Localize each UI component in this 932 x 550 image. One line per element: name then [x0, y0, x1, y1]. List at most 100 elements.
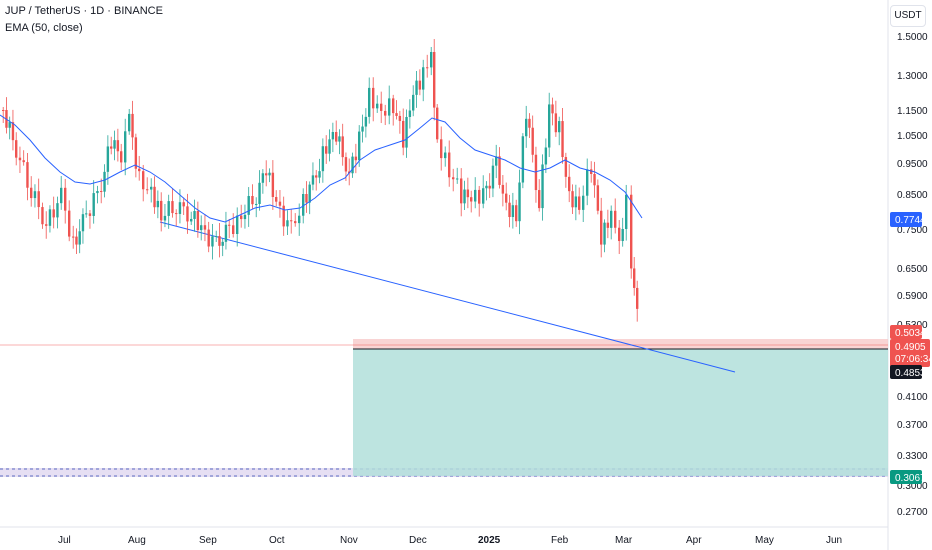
candle-body [376, 103, 379, 109]
candle-body [265, 173, 268, 176]
candle-body [305, 194, 308, 203]
time-tick: Aug [128, 535, 146, 546]
candle-body [124, 131, 127, 163]
candle-body [64, 187, 67, 211]
time-tick: Nov [340, 535, 358, 546]
ema-indicator-label[interactable]: EMA (50, close) [5, 22, 83, 34]
candle-body [474, 189, 477, 202]
symbol-title[interactable]: JUP / TetherUS · 1D · BINANCE [5, 5, 163, 17]
candle-body [618, 227, 621, 242]
candle-body [37, 191, 40, 208]
candle-body [45, 224, 48, 226]
candle-body [251, 196, 254, 205]
candle-body [232, 225, 235, 234]
candle-body [182, 202, 185, 207]
candle-body [190, 218, 193, 222]
candle-body [630, 194, 633, 269]
price-axis[interactable]: 1.5000 1.3000 1.1500 1.0500 0.9500 0.850… [897, 32, 928, 518]
candle-body [178, 202, 182, 214]
candle-body [290, 220, 293, 222]
candle-body [586, 169, 589, 196]
candle-body [482, 188, 485, 204]
candle-body [203, 225, 207, 230]
candle-body [470, 197, 473, 202]
candle-body [593, 173, 596, 186]
candle-body [318, 171, 321, 178]
candle-body [308, 184, 311, 203]
candle-body [508, 202, 511, 218]
candle-body [113, 140, 116, 149]
price-tick: 1.0500 [897, 131, 928, 142]
candle-body [88, 213, 92, 216]
candle-body [131, 113, 134, 138]
candle-body [207, 229, 210, 247]
candle-body [636, 287, 639, 309]
candle-body [146, 189, 149, 191]
time-tick: Oct [269, 535, 285, 546]
candle-body [60, 187, 63, 204]
candle-body [78, 231, 81, 245]
candle-body [463, 189, 466, 204]
candle-body [26, 162, 29, 188]
trendline[interactable] [159, 221, 736, 373]
candle-body [156, 200, 160, 208]
ema-value-tag: 0.7744 [890, 212, 926, 227]
candle-body [418, 80, 422, 90]
candle-body [41, 207, 44, 225]
candle-body [200, 225, 203, 231]
candle-body [351, 156, 354, 174]
candle-body [271, 172, 275, 198]
candle-body [103, 171, 106, 192]
candle-body [255, 203, 258, 205]
candle-body [22, 160, 25, 163]
candle-body [412, 94, 415, 111]
candle-body [294, 221, 297, 224]
candle-body [110, 146, 113, 149]
candle-body [18, 157, 22, 161]
candle-body [564, 157, 568, 177]
candle-body [328, 139, 331, 154]
candle-body [302, 194, 305, 216]
candle-body [558, 121, 561, 133]
price-tick: 0.3300 [897, 451, 928, 462]
candle-body [368, 87, 371, 117]
candle-body [335, 132, 338, 142]
candle-body [11, 122, 15, 141]
candle-body [525, 118, 528, 137]
candle-body [415, 80, 418, 95]
time-axis[interactable]: Jul Aug Sep Oct Nov Dec 2025 Feb Mar Apr… [58, 535, 842, 546]
currency-button[interactable]: USDT [890, 5, 926, 27]
time-tick: Feb [551, 535, 569, 546]
position-stop-zone[interactable] [353, 339, 888, 349]
candle-body [160, 200, 163, 221]
candle-body [243, 214, 247, 220]
candle-body [392, 98, 395, 114]
candle-body [33, 191, 37, 199]
candle-body [511, 205, 515, 218]
candle-body [236, 215, 239, 234]
candles-group [2, 39, 639, 322]
time-tick: 2025 [478, 535, 501, 546]
candle-body [521, 136, 525, 183]
time-tick: Jul [58, 535, 71, 546]
position-target-zone[interactable] [353, 349, 888, 476]
candle-body [142, 171, 145, 190]
candle-body [81, 214, 85, 232]
candle-body [596, 185, 600, 211]
price-tick: 0.3000 [897, 481, 928, 492]
candle-body [578, 196, 581, 210]
candle-body [491, 165, 495, 189]
candle-body [106, 146, 110, 172]
stop-level-tag: 0.5034 [890, 325, 926, 339]
candle-body [466, 189, 470, 198]
price-tick: 0.3700 [897, 420, 928, 431]
candle-body [548, 104, 551, 148]
candle-body [338, 136, 341, 142]
candle-body [505, 193, 508, 203]
candle-body [568, 176, 571, 192]
ema-line[interactable] [0, 114, 643, 223]
candle-body [221, 241, 224, 246]
candle-body [571, 191, 574, 208]
candle-body [134, 137, 138, 169]
